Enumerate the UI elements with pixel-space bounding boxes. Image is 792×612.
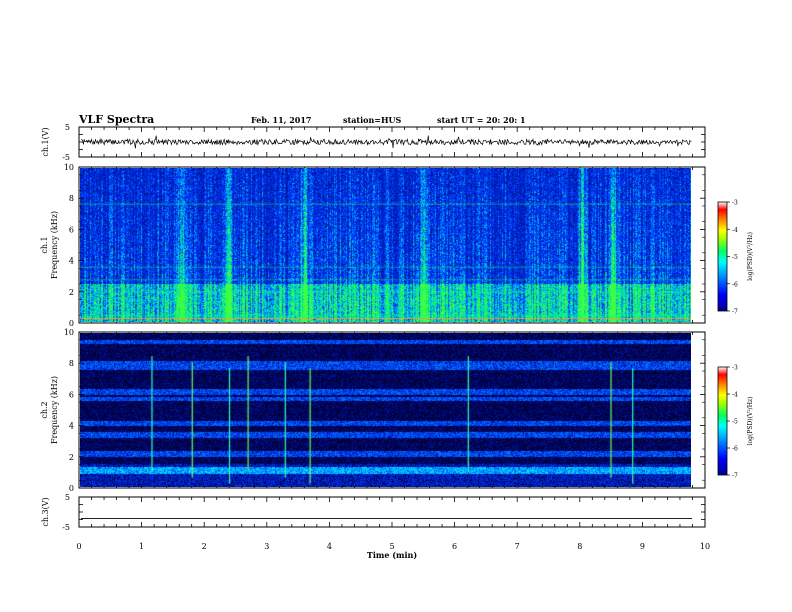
y-axis-label: ch.1 bbox=[40, 236, 49, 253]
colorbar-tick-label: -4 bbox=[732, 227, 738, 234]
x-tick-label: 2 bbox=[202, 542, 207, 551]
ch1-trace bbox=[80, 135, 692, 149]
colorbar-label: log(PSD)(V²/Hz) bbox=[747, 397, 754, 446]
colorbar-tick-label: -5 bbox=[732, 419, 738, 426]
ch3-waveform-panel: 5 -5 ch.3(V) bbox=[41, 493, 706, 532]
x-tick-label: 10 bbox=[700, 542, 710, 551]
y-tick-label: -5 bbox=[62, 153, 70, 162]
y-tick-label: 4 bbox=[69, 257, 74, 266]
x-tick-label: 7 bbox=[515, 542, 520, 551]
start-time-label: start UT = 20: 20: 1 bbox=[437, 115, 526, 125]
x-tick-label: 6 bbox=[452, 542, 457, 551]
y-tick-label: 5 bbox=[65, 123, 70, 132]
colorbar-tick-label: -3 bbox=[732, 365, 738, 372]
ch1-colorbar: -3 -4 -5 -6 -7 log(PSD)(V²/Hz) bbox=[717, 200, 754, 316]
date-label: Feb. 11, 2017 bbox=[251, 115, 312, 125]
y-tick-label: 5 bbox=[65, 493, 70, 502]
colorbar-tick-label: -6 bbox=[732, 281, 738, 288]
y-axis-label: ch.1(V) bbox=[41, 127, 50, 156]
x-tick-label: 5 bbox=[389, 542, 394, 551]
y-tick-label: 0 bbox=[69, 484, 74, 493]
y-tick-label: 6 bbox=[69, 390, 74, 399]
ch2-spectrogram-image bbox=[80, 333, 691, 487]
y-tick-label: 0 bbox=[69, 319, 74, 328]
colorbar-tick-label: -7 bbox=[732, 473, 738, 480]
y-axis-label: ch.2 bbox=[40, 401, 49, 418]
x-tick-label: 0 bbox=[76, 542, 81, 551]
ch2-colorbar: -3 -4 -5 -6 -7 log(PSD)(V²/Hz) bbox=[717, 365, 754, 480]
y-tick-label: 10 bbox=[64, 163, 74, 172]
colorbar-tick-label: -5 bbox=[732, 254, 738, 261]
x-tick-label: 9 bbox=[640, 542, 645, 551]
ch2-spectrogram-panel: 0 2 4 6 8 10 ch.2 Frequency (kHz) bbox=[40, 328, 706, 493]
y-tick-label: 8 bbox=[69, 194, 74, 203]
ch1-spectrogram-image bbox=[80, 168, 691, 322]
y-tick-label: 10 bbox=[64, 328, 74, 337]
y-tick-label: 2 bbox=[69, 288, 74, 297]
plot-title: VLF Spectra bbox=[79, 113, 155, 126]
y-axis-label: Frequency (kHz) bbox=[50, 376, 59, 444]
y-tick-label: 6 bbox=[69, 225, 74, 234]
x-axis-label: Time (min) bbox=[367, 550, 417, 560]
colorbar-tick-label: -6 bbox=[732, 446, 738, 453]
y-tick-label: 8 bbox=[69, 359, 74, 368]
ch1-waveform-panel: 5 -5 ch.1(V) bbox=[41, 123, 706, 162]
x-tick-label: 4 bbox=[327, 542, 332, 551]
ch1-spectrogram-panel: 0 2 4 6 8 10 ch.1 Frequency (kHz) bbox=[40, 163, 706, 328]
colorbar-tick-label: -7 bbox=[732, 309, 738, 316]
y-axis-label: ch.3(V) bbox=[41, 497, 50, 526]
y-axis-label: Frequency (kHz) bbox=[50, 211, 59, 279]
y-tick-label: 2 bbox=[69, 453, 74, 462]
colorbar-scale bbox=[717, 201, 728, 312]
colorbar-tick-label: -3 bbox=[732, 200, 738, 207]
colorbar-tick-label: -4 bbox=[732, 392, 738, 399]
station-label: station=HUS bbox=[343, 115, 402, 125]
y-tick-label: -5 bbox=[62, 523, 70, 532]
x-tick-label: 1 bbox=[139, 542, 144, 551]
time-axis: 0 1 2 3 4 5 6 7 8 9 10 Time (min) bbox=[76, 542, 710, 560]
y-tick-label: 4 bbox=[69, 422, 74, 431]
colorbar-scale bbox=[717, 366, 728, 476]
x-tick-label: 3 bbox=[264, 542, 269, 551]
x-tick-label: 8 bbox=[577, 542, 582, 551]
colorbar-label: log(PSD)(V²/Hz) bbox=[747, 232, 754, 281]
